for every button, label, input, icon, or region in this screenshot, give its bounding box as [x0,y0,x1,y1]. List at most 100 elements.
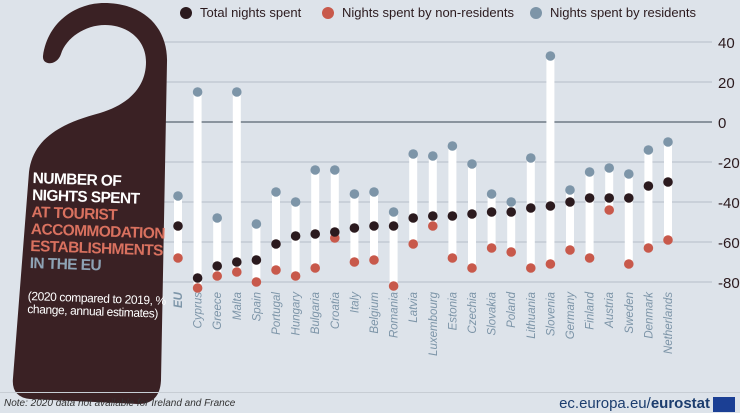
y-tick-label: 0 [718,115,726,132]
data-point-total [271,239,281,249]
range-bar [252,224,261,282]
data-point-residents [447,141,458,151]
data-point-non-residents [408,239,419,249]
range-bar [526,158,535,268]
data-point-residents [506,197,516,207]
x-tick-label: Czechia [467,292,479,334]
data-point-total [330,227,340,237]
range-bar [311,170,320,268]
data-point-total [408,213,419,223]
data-point-non-residents [251,277,262,287]
range-bar [585,172,594,258]
x-tick-label: Lithuania [526,292,538,339]
data-point-residents [663,137,673,147]
data-point-total [643,181,654,191]
data-point-residents [526,153,536,163]
data-point-residents [330,165,340,175]
range-bar [389,212,398,286]
data-points [173,51,673,293]
x-tick-label: Portugal [271,292,283,335]
data-point-residents [604,163,614,173]
data-point-residents [232,87,242,97]
x-tick-label: Spain [251,292,263,321]
x-tick-label: Denmark [643,291,655,339]
data-point-residents [349,189,360,199]
eurostat-link[interactable]: ec.europa.eu/eurostat [559,395,710,412]
data-point-non-residents [212,271,222,281]
data-point-residents [271,187,281,197]
data-point-residents [369,187,379,197]
range-bar [330,170,339,238]
data-point-total [388,221,399,231]
data-point-residents [643,145,654,155]
data-point-residents [212,213,222,223]
data-point-total [624,193,634,203]
data-point-total [310,229,321,239]
legend-label: Nights spent by non-residents [342,5,514,20]
data-point-residents [467,159,477,169]
data-point-total [565,197,575,207]
data-point-non-residents [428,221,438,231]
data-point-non-residents [584,253,595,263]
data-point-residents [565,185,575,195]
x-tick-label: Sweden [624,292,636,334]
data-point-total [212,261,222,271]
y-tick-label: -40 [718,195,740,212]
y-axis-labels: 40 20 0 -20 -40 -60 -80 [718,35,740,292]
data-point-non-residents [388,281,399,291]
legend-label: Total nights spent [200,5,302,20]
data-point-residents [290,197,301,207]
range-bar [566,190,574,250]
data-point-non-residents [506,247,516,257]
data-point-total [232,257,242,267]
data-point-non-residents [526,263,536,273]
x-tick-label: Croatia [330,292,342,329]
range-bar [272,192,280,270]
x-tick-label: Romania [389,292,401,338]
data-point-non-residents [232,267,242,277]
data-point-residents [251,219,262,229]
x-tick-label: Latvia [408,292,420,323]
data-point-total [545,201,556,211]
y-tick-label: 40 [718,35,735,52]
data-point-residents [486,189,497,199]
range-bar [546,56,555,264]
range-bar [409,154,418,244]
range-bars [174,56,672,288]
x-tick-label: Poland [506,291,518,327]
data-point-non-residents [369,255,379,265]
data-point-residents [428,151,438,161]
footer-divider [0,392,740,393]
legend-label: Nights spent by residents [550,5,696,20]
data-point-non-residents [290,271,301,281]
x-tick-label: Austria [604,292,616,329]
data-point-total [467,209,477,219]
x-tick-label: Slovenia [545,292,557,336]
x-axis-labels: EU Cyprus Greece Malta Spain Portugal Hungary B… [173,291,675,356]
legend-dot-icon [180,6,192,19]
data-point-residents [388,207,399,217]
x-tick-label: Belgium [369,292,381,334]
data-point-total [349,223,360,233]
data-point-non-residents [271,265,281,275]
x-tick-label: Italy [349,291,361,313]
data-point-total [506,207,516,217]
data-point-total [526,203,536,213]
x-tick-label: Bulgaria [310,292,322,334]
data-point-non-residents [310,263,321,273]
range-bar [428,156,437,226]
x-tick-label: Slovakia [487,292,499,335]
range-bar [487,194,496,248]
data-point-total [604,193,614,203]
y-tick-label: 20 [718,75,735,92]
data-point-residents [192,87,203,97]
footnote: Note: 2020 data not available for Irelan… [4,398,236,409]
x-tick-label: Greece [212,292,224,330]
data-point-non-residents [447,253,458,263]
chart-subtitle: (2020 compared to 2019, % change, annual… [27,289,167,321]
data-point-non-residents [663,235,673,245]
data-point-non-residents [349,257,360,267]
range-bar [605,168,614,210]
x-tick-label: Malta [232,292,244,320]
